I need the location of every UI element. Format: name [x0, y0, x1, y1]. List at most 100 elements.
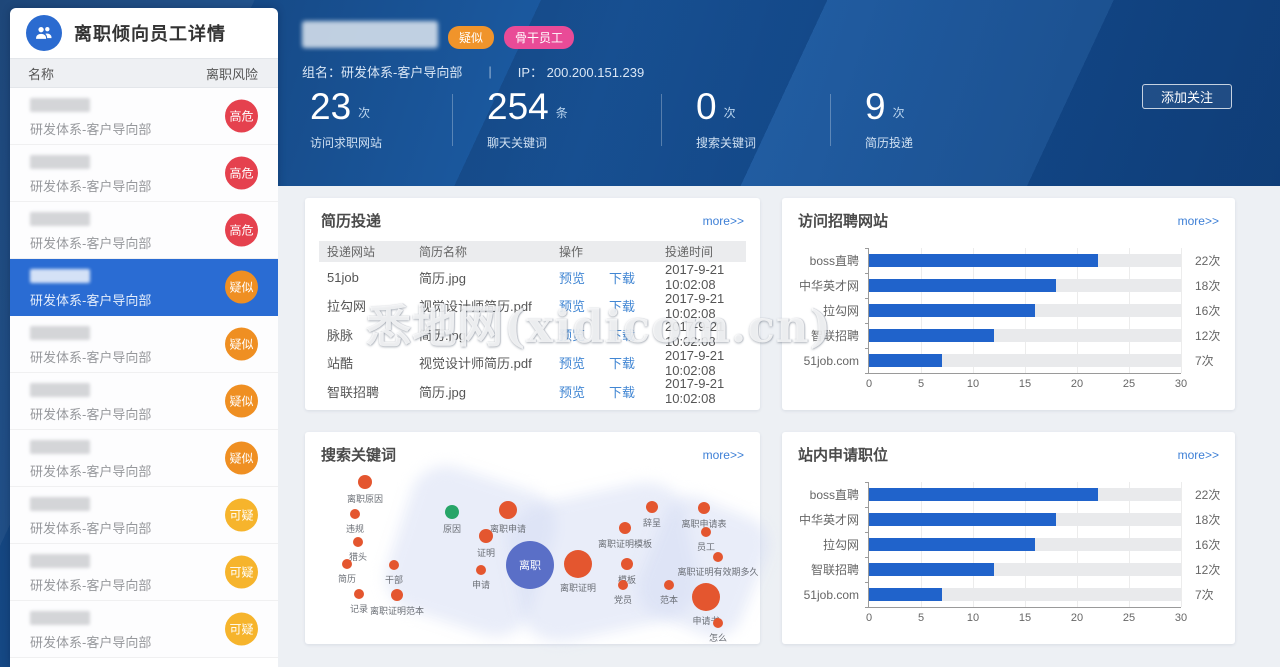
visit-recruit-sites-card: 访问招聘网站 more>> 0 5 10 15 20 25 30 boss直聘 22次 中华英才网…	[782, 198, 1235, 410]
keyword-bubble[interactable]	[479, 529, 493, 543]
bar-row: 拉勾网 16次	[823, 298, 1220, 323]
bar-row: 智联招聘 12次	[811, 557, 1220, 582]
table-row: 智联招聘 简历.jpg 预览 下载 2017-9-21 10:02:08	[319, 376, 746, 406]
keyword-label: 离职申请表	[681, 519, 727, 529]
keyword-bubble[interactable]	[618, 580, 628, 590]
more-link[interactable]: more>>	[1177, 447, 1219, 462]
keyword-bubble[interactable]	[353, 537, 363, 547]
employee-list-item[interactable]: 研发体系-客户导向部 可疑	[10, 544, 278, 601]
search-keywords-card: 搜索关键词 more>> 离职原因 违规 原因 离职申请 证明 辞呈 离职申请表 离职证明模板…	[305, 432, 778, 650]
risk-badge: 高危	[225, 156, 258, 190]
add-follow-button[interactable]: 添加关注	[1142, 84, 1232, 109]
keyword-bubble[interactable]	[358, 475, 372, 489]
keyword-bubble[interactable]	[445, 505, 459, 519]
risk-badge: 疑似	[225, 270, 258, 304]
keyword-bubble[interactable]	[664, 580, 674, 590]
keyword-label: 猎头	[348, 552, 368, 562]
keyword-bubble[interactable]	[391, 589, 403, 601]
employee-list-item[interactable]: 研发体系-客户导向部 可疑	[10, 601, 278, 658]
x-axis-tick-label: 25	[1122, 378, 1136, 390]
more-link[interactable]: more>>	[702, 447, 744, 462]
employee-list-item[interactable]: 研发体系-客户导向部 高危	[10, 88, 278, 145]
category-label: 51job.com	[803, 353, 859, 368]
preview-link[interactable]: 预览	[559, 356, 586, 371]
keyword-bubble[interactable]	[354, 589, 364, 599]
keyword-bubble[interactable]	[564, 550, 592, 578]
bar-row: 51job.com 7次	[804, 582, 1214, 607]
keyword-bubble[interactable]	[342, 559, 352, 569]
x-axis-tick-label: 0	[865, 378, 873, 390]
keyword-label: 申请书	[692, 616, 720, 626]
keyword-bubble[interactable]	[646, 501, 658, 513]
header-time: 投递时间	[665, 245, 714, 259]
submission-site: 51job	[327, 269, 359, 285]
keyword-bubble[interactable]	[619, 522, 631, 534]
employee-department: 研发体系-客户导向部	[30, 122, 152, 137]
download-link[interactable]: 下载	[609, 299, 636, 314]
keyword-bubble[interactable]	[621, 558, 633, 570]
bar-track	[869, 329, 1181, 342]
employee-sidebar: 离职倾向员工详情 名称 离职风险 研发体系-客户导向部 高危 研发体系-客户导向部高…	[10, 8, 278, 667]
keyword-label: 离职	[519, 560, 541, 572]
x-axis-tick-label: 25	[1122, 612, 1136, 624]
y-axis-tick	[865, 582, 869, 583]
table-row: 站酷 视觉设计师简历.pdf 预览 下载 2017-9-21 10:02:08	[319, 348, 746, 378]
employee-list-item[interactable]: 研发体系-客户导向部 疑似	[10, 316, 278, 373]
keyword-bubble[interactable]	[506, 541, 554, 589]
resume-submission-card: 简历投递 more>> 投递网站 简历名称 操作 投递时间 51job 简历.jp…	[305, 198, 760, 410]
bar	[869, 354, 942, 367]
y-axis-tick	[865, 298, 869, 299]
employee-list-item[interactable]: 研发体系-客户导向部 疑似	[10, 430, 278, 487]
download-link[interactable]: 下载	[609, 356, 636, 371]
keyword-bubble[interactable]	[389, 560, 399, 570]
keyword-bubble[interactable]	[713, 552, 723, 562]
keyword-label: 模板	[617, 575, 637, 585]
submission-site: 智联招聘	[327, 384, 380, 400]
download-link[interactable]: 下载	[609, 384, 636, 400]
keyword-bubble[interactable]	[499, 501, 517, 519]
table-row: 51job 简历.jpg 预览 下载 2017-9-21 10:02:08	[319, 262, 746, 292]
preview-link[interactable]: 预览	[559, 299, 586, 314]
meta-divider: |	[488, 64, 492, 79]
preview-link[interactable]: 预览	[559, 384, 586, 400]
employee-list-item[interactable]: 研发体系-客户导向部 疑似	[10, 373, 278, 430]
preview-link[interactable]: 预览	[559, 327, 586, 343]
value-label: 22次	[1195, 488, 1221, 502]
keyword-bubble[interactable]	[350, 509, 360, 519]
category-label: 51job.com	[803, 587, 859, 602]
keyword-label: 申请	[471, 580, 491, 590]
bar-track	[869, 513, 1181, 526]
keyword-bubble[interactable]	[476, 565, 486, 575]
preview-link[interactable]: 预览	[559, 270, 586, 286]
keyword-label: 党员	[613, 595, 633, 605]
stat-unit: 次	[723, 106, 736, 120]
download-link[interactable]: 下载	[609, 327, 636, 343]
download-link[interactable]: 下载	[609, 270, 636, 286]
table-row: 脉脉 简历.jpg 预览 下载 2017-9-21 10:02:08	[319, 319, 746, 349]
employee-department: 研发体系-客户导向部	[30, 236, 152, 251]
employee-name-redacted	[30, 269, 90, 283]
more-link[interactable]: more>>	[1177, 213, 1219, 228]
risk-status-badge: 疑似	[448, 26, 495, 49]
keyword-label: 离职申请	[489, 524, 527, 534]
key-employee-badge: 骨干员工	[504, 26, 575, 49]
bar	[869, 488, 1098, 501]
keyword-bubble[interactable]	[692, 583, 720, 611]
employee-list-item[interactable]: 研发体系-客户导向部 高危	[10, 202, 278, 259]
ip-address: IP： 200.200.151.239	[517, 65, 645, 80]
risk-badge: 可疑	[225, 555, 258, 589]
stat-label: 简历投递	[865, 136, 914, 150]
employee-list-item[interactable]: 研发体系-客户导向部 可疑	[10, 487, 278, 544]
more-link[interactable]: more>>	[702, 213, 744, 228]
keyword-bubble[interactable]	[713, 618, 723, 628]
keyword-bubble[interactable]	[698, 502, 710, 514]
employee-list-item[interactable]: 研发体系-客户导向部 高危	[10, 145, 278, 202]
bar	[869, 588, 942, 601]
keyword-bubble[interactable]	[701, 527, 711, 537]
value-label: 12次	[1195, 563, 1221, 577]
card-title: 搜索关键词	[321, 447, 397, 464]
bar-row: 51job.com 7次	[804, 348, 1214, 373]
employee-list-item[interactable]: 研发体系-客户导向部 疑似	[10, 259, 278, 316]
